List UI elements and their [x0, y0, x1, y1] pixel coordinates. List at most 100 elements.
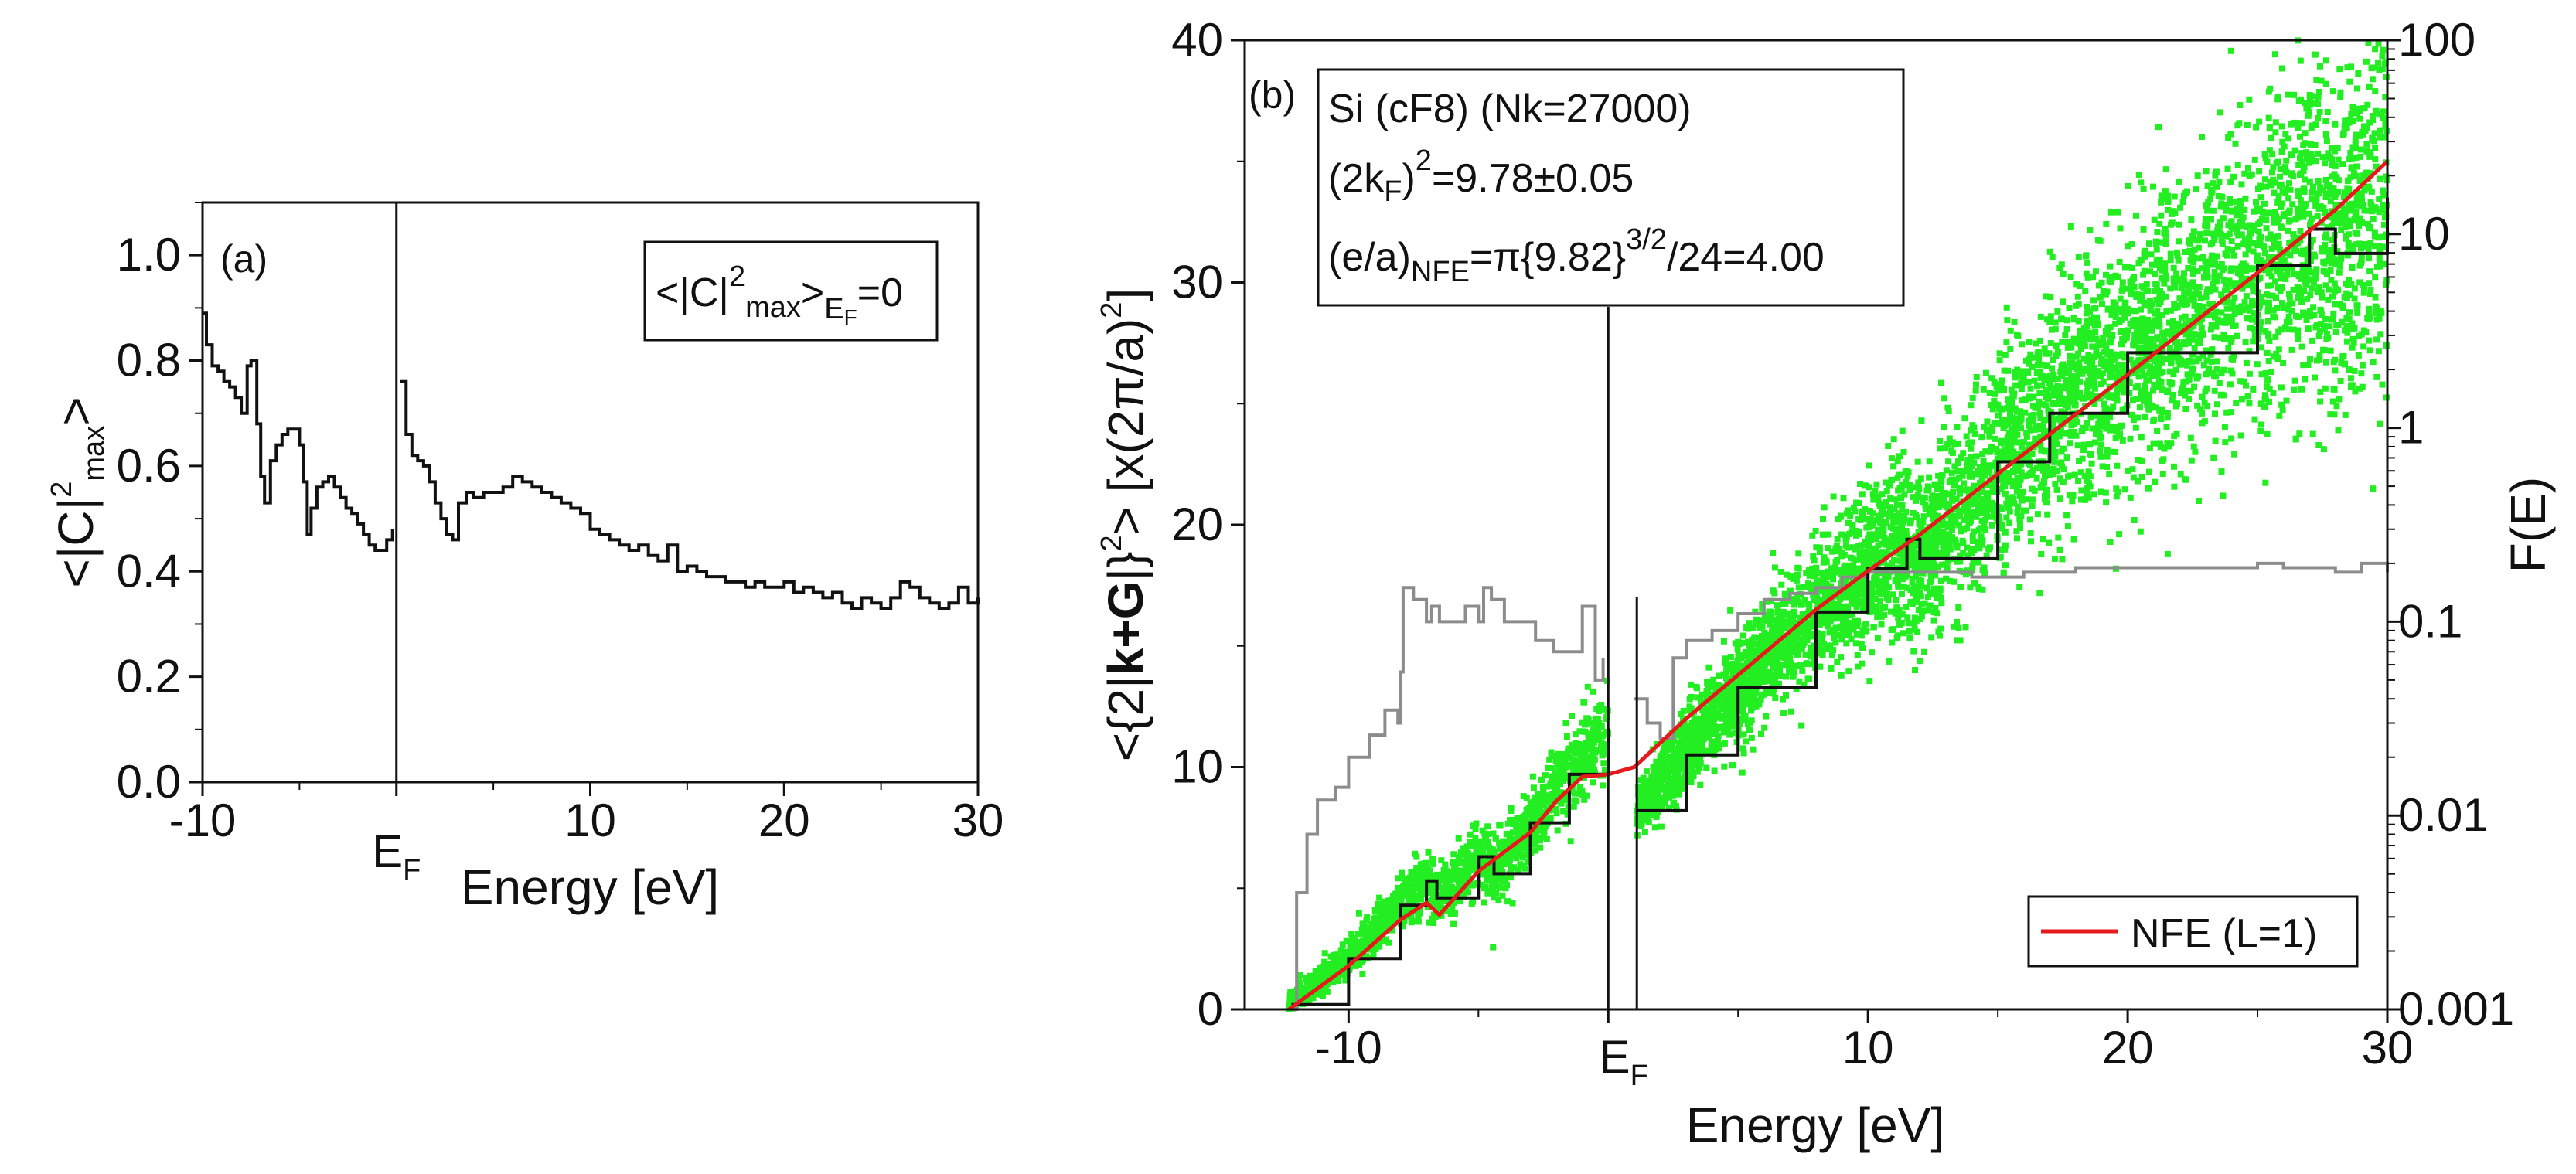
scatter-point [1918, 583, 1925, 590]
scatter-point [1716, 672, 1722, 679]
scatter-point [2356, 115, 2363, 122]
scatter-point [1798, 645, 1805, 652]
scatter-point [2239, 267, 2246, 274]
scatter-point [2135, 373, 2142, 380]
scatter-point [1359, 971, 1366, 977]
scatter-point [1418, 896, 1425, 903]
scatter-point [1819, 652, 1826, 658]
scatter-point [2336, 66, 2343, 73]
scatter-point [1983, 552, 1990, 559]
scatter-point [1927, 505, 1934, 511]
scatter-point [1915, 607, 1922, 614]
scatter-point [1944, 441, 1951, 447]
scatter-point [1523, 794, 1530, 801]
scatter-point [2363, 141, 2370, 148]
scatter-point [1501, 839, 1508, 846]
scatter-point [1889, 591, 1896, 598]
scatter-point [1992, 435, 1998, 442]
scatter-point [1788, 648, 1795, 655]
scatter-point [2350, 339, 2357, 346]
scatter-point [2108, 274, 2115, 281]
scatter-point [2316, 356, 2323, 363]
scatter-point [2147, 297, 2153, 304]
scatter-point [1811, 557, 1818, 564]
scatter-point [1852, 621, 1859, 628]
scatter-point [1483, 843, 1490, 850]
scatter-point [2023, 433, 2030, 440]
scatter-point [2053, 441, 2060, 447]
scatter-point [2320, 258, 2327, 265]
scatter-point [2113, 493, 2120, 500]
scatter-point [2199, 352, 2206, 359]
scatter-point [1430, 894, 1437, 900]
scatter-point [1429, 860, 1436, 867]
scatter-point [2369, 113, 2376, 119]
scatter-point [1815, 663, 1822, 670]
scatter-point [1730, 679, 1737, 686]
scatter-point [2332, 194, 2339, 201]
scatter-point [2006, 417, 2013, 424]
scatter-point [1835, 631, 1842, 638]
scatter-point [1809, 532, 1816, 539]
scatter-point [2047, 385, 2054, 392]
scatter-point [1570, 769, 1577, 776]
scatter-point [2163, 308, 2170, 315]
scatter-point [1521, 827, 1528, 834]
scatter-point [2329, 156, 2336, 163]
scatter-point [2273, 294, 2279, 301]
scatter-point [2103, 271, 2109, 278]
scatter-point [2242, 195, 2249, 202]
scatter-point [2093, 335, 2100, 342]
scatter-point [1980, 386, 1987, 393]
scatter-point [1904, 614, 1911, 621]
scatter-point [2213, 168, 2220, 175]
scatter-point [1759, 605, 1766, 612]
scatter-point [1705, 716, 1712, 723]
scatter-point [2210, 281, 2217, 288]
scatter-point [2143, 345, 2150, 352]
scatter-point [2121, 301, 2128, 308]
scatter-point [2071, 428, 2078, 435]
scatter-point [1757, 658, 1763, 665]
scatter-point [1675, 766, 1682, 773]
scatter-point [1287, 992, 1294, 999]
scatter-point [2106, 471, 2113, 478]
scatter-point [2089, 425, 2096, 432]
scatter-point [2266, 399, 2273, 405]
scatter-point [1436, 873, 1443, 880]
scatter-point [2049, 365, 2056, 372]
scatter-point [2303, 149, 2310, 156]
scatter-point [1924, 584, 1930, 591]
scatter-point [1705, 664, 1712, 671]
scatter-point [1412, 895, 1419, 902]
scatter-point [2270, 307, 2277, 314]
scatter-point [2117, 295, 2124, 302]
scatter-point [1473, 861, 1480, 867]
scatter-point [1883, 580, 1889, 587]
scatter-point [1709, 747, 1716, 754]
scatter-point [1672, 757, 1679, 764]
scatter-point [2346, 277, 2353, 284]
scatter-point [2114, 274, 2121, 281]
scatter-point [1703, 691, 1709, 698]
scatter-point [1569, 761, 1575, 768]
scatter-point [2170, 264, 2177, 271]
scatter-point [2366, 305, 2373, 312]
scatter-point [1909, 579, 1916, 586]
scatter-point [1388, 899, 1395, 905]
scatter-point [1964, 525, 1971, 532]
scatter-point [2278, 275, 2285, 282]
scatter-point [1804, 675, 1811, 682]
scatter-point [1685, 771, 1692, 778]
scatter-point [2037, 426, 2044, 433]
scatter-point [1961, 415, 1968, 422]
scatter-point [2244, 282, 2251, 289]
scatter-point [1515, 845, 1521, 852]
scatter-point [2050, 357, 2056, 364]
scatter-point [1705, 747, 1712, 754]
scatter-point [2234, 269, 2241, 276]
scatter-point [1553, 810, 1560, 817]
scatter-point [2138, 179, 2145, 186]
scatter-point [2184, 281, 2191, 288]
scatter-point [2261, 151, 2268, 158]
